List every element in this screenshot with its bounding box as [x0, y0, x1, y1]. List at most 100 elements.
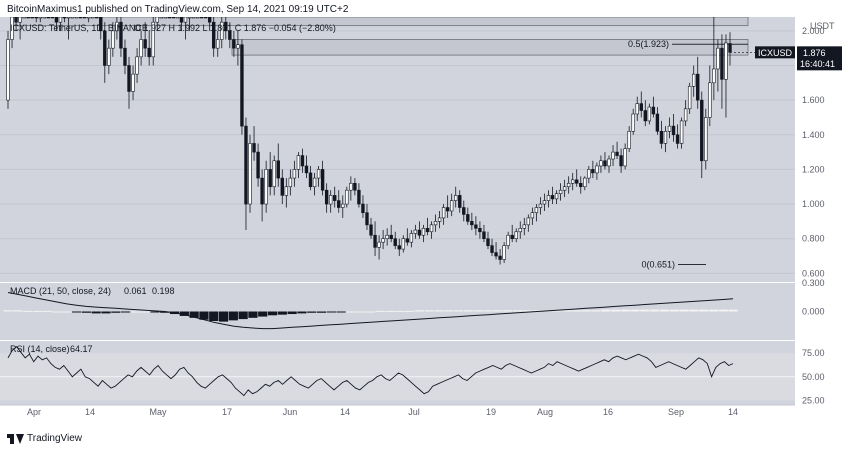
candle: [292, 160, 297, 187]
candle: [159, 17, 163, 19]
macd-bar: [32, 310, 42, 312]
candle: [199, 17, 204, 19]
candle-body: [74, 17, 79, 19]
candle: [413, 224, 418, 239]
candle: [671, 113, 676, 142]
time-tick-label: Aug: [537, 407, 553, 417]
candle: [478, 221, 482, 239]
candle: [308, 165, 313, 191]
candle: [34, 17, 38, 23]
candle-body: [70, 17, 75, 19]
candle: [647, 103, 652, 125]
candle: [405, 228, 410, 246]
candle: [724, 34, 728, 118]
candle: [82, 17, 87, 19]
candle-body: [369, 224, 373, 236]
macd-bar: [179, 311, 189, 316]
macd-bar: [297, 311, 307, 314]
candle-body: [700, 99, 704, 162]
candle-body: [615, 151, 619, 156]
macd-pane[interactable]: 0.000 0.300 MACD (21, 50, close, 24) 0.06…: [0, 278, 825, 340]
candle: [712, 17, 716, 101]
price-unit-label: USDT: [810, 21, 835, 31]
candle: [623, 143, 627, 170]
candle-body: [167, 17, 172, 19]
candle-body: [353, 182, 357, 191]
candle-body: [155, 17, 159, 23]
macd-bar: [699, 309, 709, 312]
candle-body: [139, 39, 143, 58]
macd-bar: [610, 309, 621, 312]
candle-body: [131, 73, 135, 92]
rsi-pane[interactable]: 25.00 50.00 75.00 RSI (14, close) 64.17: [0, 341, 825, 405]
macd-bar: [356, 311, 366, 313]
candle: [260, 169, 264, 222]
candle-body: [308, 172, 313, 188]
candle-body: [720, 47, 724, 80]
macd-bar: [483, 310, 493, 312]
macd-bar: [601, 309, 611, 312]
candle-body: [623, 148, 627, 167]
last-price-symbol-box: [755, 46, 795, 59]
candle-body: [18, 17, 22, 23]
macd-bar: [689, 309, 699, 312]
macd-bar: [718, 309, 728, 312]
candle: [550, 186, 555, 205]
candle: [542, 193, 547, 211]
fib-levels: 0.5(1.923) 0(0.651): [628, 39, 748, 270]
candle-body: [151, 21, 155, 58]
candle: [377, 235, 381, 260]
candle-body: [62, 17, 67, 19]
candle: [716, 39, 720, 92]
macd-bar: [424, 310, 434, 312]
candle-body: [99, 17, 103, 32]
candle: [417, 221, 422, 239]
candle-body: [288, 177, 293, 188]
price-pane[interactable]: 0.5(1.923) 0(0.651) 0.600 0.800 1.000 1.200 1…: [0, 17, 842, 282]
candle-body: [256, 151, 260, 179]
time-tick-label: 14: [85, 407, 95, 417]
candle-body: [583, 177, 587, 188]
macd-axis: 0.000 0.300: [802, 278, 825, 317]
candle-body: [220, 21, 224, 40]
candle-body: [357, 189, 361, 205]
candle: [341, 195, 345, 218]
macd-bar: [140, 311, 150, 313]
candle-body: [66, 17, 71, 19]
candle: [558, 183, 563, 201]
time-tick-label: Jun: [283, 407, 298, 417]
macd-bar: [267, 311, 278, 316]
tradingview-logo-icon: [7, 433, 24, 444]
candle: [466, 207, 470, 225]
macd-bar: [71, 311, 82, 313]
candle: [700, 91, 704, 179]
macd-bar: [287, 311, 297, 315]
macd-bar: [434, 310, 444, 312]
candle-body: [183, 17, 188, 23]
candle-body: [724, 42, 728, 80]
candle-body: [506, 234, 510, 246]
candle: [312, 172, 317, 196]
candle: [381, 230, 385, 250]
candle-body: [490, 245, 494, 253]
time-tick-label: 19: [486, 407, 496, 417]
candle-body: [671, 125, 676, 136]
macd-bar: [238, 311, 248, 320]
candle-body: [679, 120, 684, 144]
rsi-legend-value: 64.17: [70, 344, 93, 354]
candle-body: [534, 207, 539, 214]
price-tick-label: 1.000: [802, 199, 825, 209]
candle-body: [522, 224, 526, 229]
candle-body: [458, 195, 462, 208]
candle: [554, 190, 559, 205]
chart-canvas[interactable]: 0.5(1.923) 0(0.651) 0.600 0.800 1.000 1.200 1…: [0, 17, 850, 417]
candle-body: [683, 108, 688, 122]
candle-body: [474, 224, 478, 229]
macd-bar: [503, 310, 513, 312]
candle: [256, 143, 260, 187]
macd-bar: [669, 309, 679, 312]
candle-body: [107, 47, 111, 66]
candle-body: [433, 221, 438, 226]
candle-body: [405, 238, 410, 243]
footer-brand: TradingView: [27, 433, 83, 444]
